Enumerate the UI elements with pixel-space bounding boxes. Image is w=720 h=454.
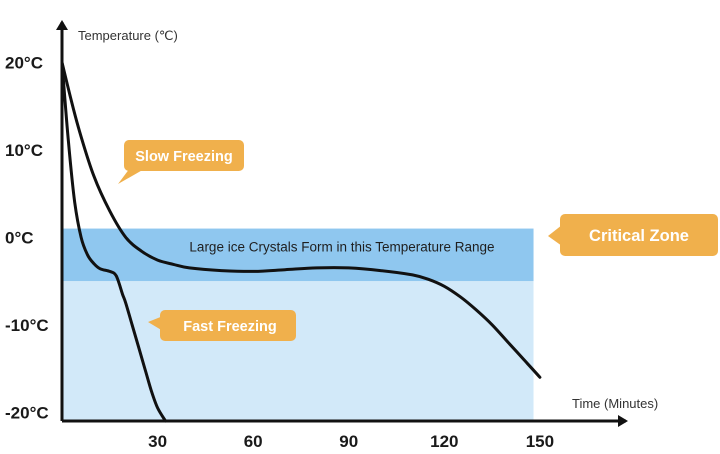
fast-freezing-label: Fast Freezing xyxy=(183,319,276,335)
critical-band xyxy=(62,228,534,282)
x-tick-label: 30 xyxy=(148,432,167,451)
critical-zone-callout: Critical Zone xyxy=(548,214,718,256)
fast-freezing-callout: Fast Freezing xyxy=(148,310,296,341)
y-tick-label: 10°C xyxy=(5,141,43,160)
slow-freezing-label: Slow Freezing xyxy=(135,149,233,165)
y-axis-label: Temperature (℃) xyxy=(78,28,178,43)
cold-region xyxy=(62,281,534,421)
series-layer xyxy=(60,60,542,423)
y-tick-label: -20°C xyxy=(5,403,49,422)
x-tick-label: 120 xyxy=(430,432,458,451)
series-line-fast-freezing xyxy=(60,60,167,423)
x-tick-label: 60 xyxy=(244,432,263,451)
y-tick-label: 20°C xyxy=(5,53,43,72)
critical-zone-label: Critical Zone xyxy=(589,227,689,245)
callouts-layer: Slow Freezing Fast Freezing Critical Zone xyxy=(118,140,718,341)
x-axis-label: Time (Minutes) xyxy=(572,396,658,411)
critical-zone-description: Large ice Crystals Form in this Temperat… xyxy=(189,239,494,254)
axes-layer xyxy=(56,20,628,427)
y-tick-label: 0°C xyxy=(5,228,34,247)
series-line-slow-freezing xyxy=(60,60,542,379)
y-tick-label: -10°C xyxy=(5,316,49,335)
x-tick-label: 90 xyxy=(339,432,358,451)
ticks-layer: 20°C 10°C 0°C -10°C -20°C 30 60 90 120 150 xyxy=(5,53,554,451)
slow-freezing-callout: Slow Freezing xyxy=(118,140,244,184)
x-tick-label: 150 xyxy=(526,432,554,451)
